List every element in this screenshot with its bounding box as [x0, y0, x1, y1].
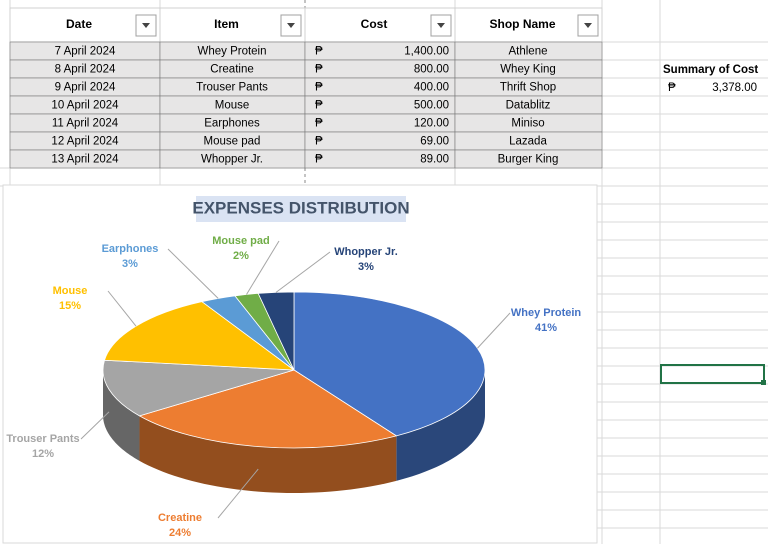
percent-label: 2% [233, 250, 249, 262]
category-label: Whopper Jr. [334, 246, 398, 258]
leader-line [107, 290, 137, 327]
title-background [196, 196, 406, 222]
item-cell: Mouse pad [204, 136, 261, 148]
date-cell: 11 April 2024 [52, 118, 119, 130]
filter-arrow [584, 23, 592, 28]
cost-cell: 400.00 [414, 82, 449, 94]
shop-cell: Whey King [500, 64, 556, 76]
leader-line [80, 411, 110, 440]
column-header: Cost [361, 17, 388, 31]
leader-line [477, 312, 511, 349]
category-label: Creatine [158, 512, 202, 524]
shop-cell: Thrift Shop [500, 82, 556, 94]
leader-line [246, 240, 280, 295]
summary-value: 3,378.00 [712, 82, 757, 94]
category-label: Mouse pad [212, 235, 269, 247]
shop-cell: Miniso [511, 118, 544, 130]
cost-cell: 120.00 [414, 118, 449, 130]
pie-slice [102, 359, 295, 417]
cost-cell: 69.00 [420, 136, 449, 148]
percent-label: 15% [59, 300, 81, 312]
percent-label: 3% [358, 261, 374, 273]
pie-slice [257, 291, 295, 371]
table-cell [454, 149, 603, 169]
shop-cell: Lazada [509, 136, 547, 148]
summary-currency: ₱ [668, 82, 676, 94]
item-cell: Mouse [215, 100, 250, 112]
percent-label: 24% [169, 527, 191, 539]
cost-cell: 1,400.00 [404, 46, 449, 58]
pie-slice-side [396, 370, 485, 481]
percent-label: 12% [32, 448, 54, 460]
date-cell: 10 April 2024 [51, 100, 119, 112]
shop-cell: Athlene [508, 46, 547, 58]
currency-cell: ₱ [315, 82, 323, 94]
date-cell: 13 April 2024 [51, 154, 119, 166]
currency-cell: ₱ [315, 100, 323, 112]
filter-arrow [142, 23, 150, 28]
currency-cell: ₱ [315, 118, 323, 130]
shop-cell: Burger King [498, 154, 559, 166]
currency-cell: ₱ [315, 136, 323, 148]
header-cell [304, 7, 456, 43]
date-cell: 8 April 2024 [55, 64, 116, 76]
date-cell: 12 April 2024 [51, 136, 119, 148]
pie-slice [293, 291, 486, 437]
shop-cell: Datablitz [506, 100, 551, 112]
percent-label: 41% [535, 322, 557, 334]
cost-cell: 800.00 [414, 64, 449, 76]
selected-cell[interactable] [660, 364, 765, 384]
item-cell: Trouser Pants [196, 82, 268, 94]
leader-line [275, 251, 331, 293]
item-cell: Whey Protein [197, 46, 266, 58]
leader-line [217, 468, 259, 519]
summary-label: Summary of Cost [663, 64, 758, 76]
filter-arrow [287, 23, 295, 28]
category-label: Trouser Pants [6, 433, 79, 445]
fill-handle[interactable] [761, 380, 766, 385]
date-cell: 9 April 2024 [55, 82, 116, 94]
cost-cell: 500.00 [414, 100, 449, 112]
cost-cell: 89.00 [420, 154, 449, 166]
chart-title: EXPENSES DISTRIBUTION [192, 198, 409, 217]
percent-label: 3% [122, 258, 138, 270]
item-cell: Earphones [204, 118, 260, 130]
item-cell: Creatine [210, 64, 253, 76]
currency-cell: ₱ [315, 154, 323, 166]
filter-arrow [437, 23, 445, 28]
leader-line [167, 248, 219, 299]
item-cell: Whopper Jr. [201, 154, 263, 166]
category-label: Whey Protein [511, 307, 582, 319]
date-cell: 7 April 2024 [55, 46, 116, 58]
category-label: Mouse [53, 285, 88, 297]
pie-slice [138, 369, 398, 449]
currency-cell: ₱ [315, 64, 323, 76]
header-cell [9, 7, 161, 43]
currency-cell: ₱ [315, 46, 323, 58]
pie-slice-side [139, 415, 397, 493]
column-header: Shop Name [489, 17, 555, 31]
pie-slice-side [103, 370, 140, 461]
column-header: Item [214, 17, 239, 31]
category-label: Earphones [102, 243, 159, 255]
column-header: Date [66, 17, 92, 31]
